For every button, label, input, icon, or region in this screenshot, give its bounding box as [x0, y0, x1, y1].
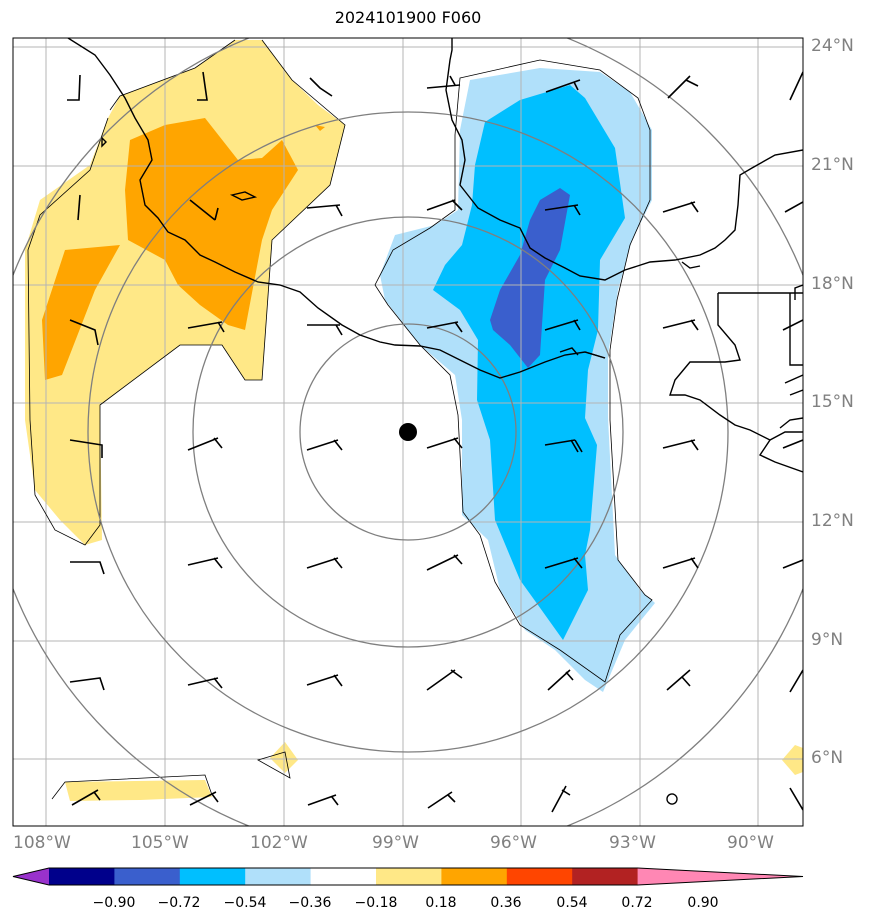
lat-label-15n: 15°N [811, 392, 854, 412]
colorbar-tick: −0.54 [223, 895, 267, 911]
colorbar-segment [245, 868, 312, 885]
coastlines [67, 38, 803, 805]
colorbar-tick: −0.18 [354, 895, 398, 911]
positive-anomaly-shading [25, 40, 803, 801]
map-title: 2024101900 F060 [334, 8, 482, 27]
colorbar-tick: −0.36 [288, 895, 332, 911]
lon-label-105w: 105°W [131, 833, 189, 853]
colorbar-tick: 0.36 [490, 895, 522, 911]
storm-center-dot [399, 423, 417, 441]
lon-label-90w: 90°W [727, 833, 774, 853]
lat-label-6n: 6°N [811, 748, 844, 768]
colorbar-segment [572, 868, 639, 885]
lon-label-96w: 96°W [490, 833, 537, 853]
colorbar-segment [441, 868, 508, 885]
negative-anomaly-shading [380, 68, 655, 692]
distance-rings [13, 38, 803, 826]
colorbar-tick: 0.18 [425, 895, 457, 911]
colorbar-segment [376, 868, 442, 885]
lat-label-21n: 21°N [811, 155, 854, 175]
map-frame [12, 37, 804, 827]
colorbar-tick: 0.90 [687, 895, 719, 911]
colorbar-segment [13, 868, 49, 885]
colorbar-tick: 0.54 [556, 895, 588, 911]
colorbar-tick: −0.72 [157, 895, 201, 911]
lat-label-12n: 12°N [811, 511, 854, 531]
lon-label-99w: 99°W [372, 833, 419, 853]
colorbar-tick: 0.72 [621, 895, 653, 911]
colorbar-segment [506, 868, 573, 885]
colorbar [12, 867, 804, 886]
lat-lon-grid [13, 38, 803, 826]
colorbar-segment [49, 868, 115, 885]
lat-label-24n: 24°N [811, 36, 854, 56]
wind-barbs [67, 71, 803, 813]
colorbar-outline [12, 867, 804, 886]
colorbar-segment [114, 868, 181, 885]
lon-label-93w: 93°W [609, 833, 656, 853]
lat-label-18n: 18°N [811, 274, 854, 294]
lon-label-102w: 102°W [250, 833, 308, 853]
colorbar-segment [637, 868, 803, 885]
lon-label-108w: 108°W [13, 833, 71, 853]
colorbar-segment [310, 868, 377, 885]
lat-label-9n: 9°N [811, 630, 844, 650]
colorbar-segment [179, 868, 246, 885]
colorbar-tick: −0.90 [92, 895, 136, 911]
